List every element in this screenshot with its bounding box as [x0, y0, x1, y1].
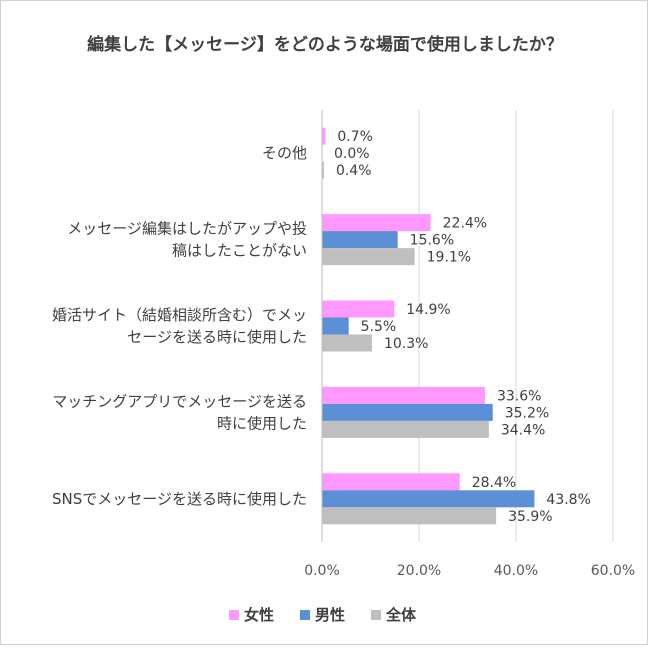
data-label: 5.5% — [361, 319, 397, 335]
bar — [322, 420, 489, 438]
data-label: 34.4% — [501, 422, 545, 438]
bar — [322, 334, 372, 352]
bar — [322, 490, 535, 508]
legend-swatch — [371, 610, 381, 620]
bar — [322, 161, 324, 179]
bar — [322, 507, 497, 525]
x-tick-label: 40.0% — [494, 563, 538, 579]
bar — [322, 127, 326, 145]
data-label: 22.4% — [443, 216, 487, 232]
data-label: 0.0% — [334, 146, 370, 162]
x-tick-label: 0.0% — [304, 563, 340, 579]
data-label: 35.2% — [505, 405, 549, 421]
data-label: 0.4% — [336, 163, 372, 179]
category-label: マッチングアプリでメッセージを送る時に使用した — [52, 392, 307, 432]
bar — [322, 386, 485, 404]
bar — [322, 317, 349, 335]
bar — [322, 248, 415, 266]
data-label: 19.1% — [427, 250, 471, 266]
x-tick-label: 60.0% — [591, 563, 635, 579]
data-label: 33.6% — [497, 388, 541, 404]
legend-label: 男性 — [315, 606, 345, 624]
data-label: 14.9% — [406, 302, 450, 318]
bar — [322, 231, 398, 249]
bar — [322, 300, 395, 318]
bar — [322, 403, 493, 421]
data-label: 35.9% — [508, 509, 552, 525]
data-label: 0.7% — [337, 129, 373, 145]
data-label: 43.8% — [546, 492, 590, 508]
data-label: 28.4% — [472, 475, 516, 491]
data-label: 10.3% — [384, 336, 428, 352]
legend-label: 全体 — [385, 606, 417, 624]
category-label: 婚活サイト（結婚相談所含む）でメッセージを送る時に使用した — [52, 306, 307, 346]
legend-label: 女性 — [244, 606, 274, 624]
legend-swatch — [300, 610, 310, 620]
category-label: その他 — [262, 144, 307, 162]
data-label: 15.6% — [410, 233, 454, 249]
bar — [322, 473, 460, 491]
category-label: SNSでメッセージを送る時に使用した — [52, 490, 307, 508]
bar — [322, 214, 431, 232]
legend-swatch — [229, 610, 239, 620]
x-tick-label: 20.0% — [397, 563, 441, 579]
chart-title: 編集した【メッセージ】をどのような場面で使用しましたか？ — [87, 35, 563, 55]
category-label: メッセージ編集はしたがアップや投稿はしたことがない — [67, 220, 307, 260]
